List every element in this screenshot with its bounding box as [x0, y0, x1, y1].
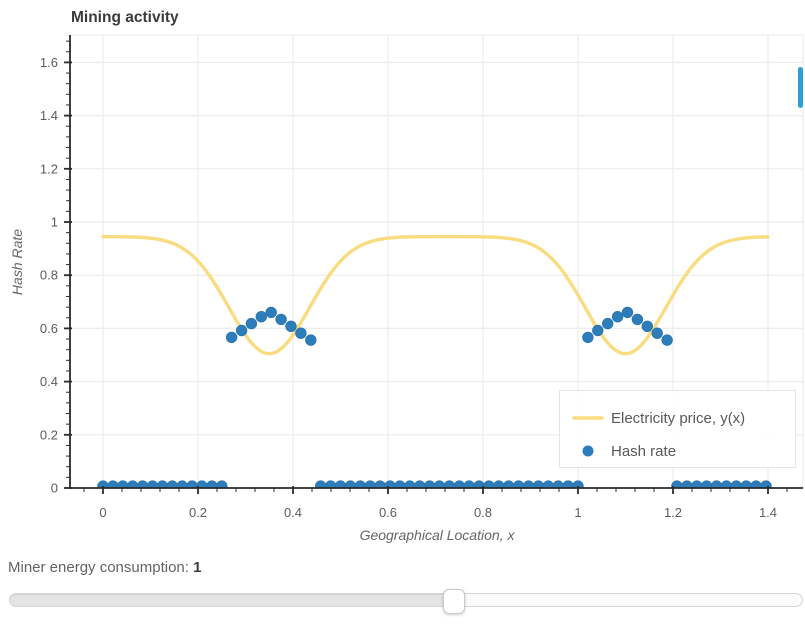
- scatter-point: [127, 480, 139, 488]
- scatter-point: [453, 480, 465, 488]
- scatter-point: [225, 331, 238, 344]
- x-tick-label: 0: [99, 505, 106, 520]
- scatter-point: [700, 480, 713, 488]
- scatter-point: [631, 313, 644, 326]
- scatter-point: [512, 480, 525, 488]
- axis-ticks: [64, 40, 788, 494]
- scatter-point: [592, 324, 604, 337]
- scatter-point: [146, 480, 159, 488]
- miner-energy-slider-thumb[interactable]: [443, 589, 465, 614]
- scatter-point: [117, 480, 129, 488]
- scatter-point: [255, 311, 267, 323]
- scatter-point: [443, 480, 456, 488]
- scatter-point: [136, 480, 149, 488]
- scatter-point: [235, 324, 248, 337]
- y-tick-label: 0.4: [40, 374, 58, 389]
- scatter-point: [275, 313, 287, 326]
- hash-rate-scatter: [97, 306, 772, 488]
- scatter-point: [186, 480, 198, 488]
- scatter-point: [315, 480, 327, 488]
- legend-scatter-swatch: [582, 445, 594, 457]
- x-tick-label: 1.2: [664, 505, 682, 520]
- x-tick-label: 0.4: [284, 505, 302, 520]
- x-axis-label: Geographical Location, x: [360, 527, 516, 543]
- scatter-point: [661, 334, 673, 346]
- y-tick-label: 1.4: [40, 108, 58, 123]
- legend: Electricity price, y(x) Hash rate: [559, 390, 796, 468]
- scatter-point: [374, 480, 386, 488]
- chart-title: Mining activity: [71, 9, 179, 26]
- scatter-point: [414, 480, 426, 488]
- scatter-point: [107, 480, 119, 488]
- scatter-point: [651, 327, 663, 339]
- scatter-point: [166, 480, 178, 488]
- scatter-point: [463, 480, 475, 488]
- scatter-point: [740, 480, 752, 488]
- scatter-point: [245, 317, 258, 330]
- scatter-point: [562, 480, 574, 488]
- y-tick-label: 1.6: [40, 55, 58, 70]
- scatter-point: [493, 480, 505, 488]
- scatter-point: [404, 480, 416, 488]
- scatter-point: [532, 480, 545, 488]
- axis-tick-labels: 0 0.2 0.4 0.6 0.8 1 1.2 1.4 0 0.2 0.4 0.6 0.8 1 1.2 1.4…: [40, 55, 777, 520]
- scatter-point: [305, 334, 317, 346]
- slider-fill: [10, 594, 454, 606]
- scatter-point: [503, 480, 515, 488]
- scatter-point: [582, 331, 594, 344]
- scatter-point: [522, 480, 535, 488]
- scatter-point: [760, 480, 772, 488]
- scatter-point: [176, 480, 188, 488]
- scatter-point: [602, 317, 614, 330]
- scatter-point: [433, 480, 446, 488]
- scatter-point: [552, 480, 564, 488]
- scatter-point: [265, 306, 277, 319]
- legend-box: [559, 390, 796, 468]
- scatter-point: [394, 480, 406, 488]
- x-tick-label: 0.2: [189, 505, 207, 520]
- scatter-point: [750, 480, 762, 488]
- scatter-point: [710, 480, 723, 488]
- y-tick-label: 1: [51, 215, 58, 230]
- scatter-point: [621, 306, 634, 319]
- y-tick-label: 0.2: [40, 427, 58, 442]
- y-tick-label: 1.2: [40, 161, 58, 176]
- scatter-point: [216, 480, 228, 488]
- y-axis-label: Hash Rate: [9, 229, 25, 295]
- gridlines: [70, 35, 803, 488]
- scatter-point: [730, 480, 742, 488]
- legend-label-electricity-price: Electricity price, y(x): [611, 410, 745, 427]
- slider-value: 1: [193, 559, 202, 576]
- scatter-point: [285, 320, 297, 333]
- scatter-point: [641, 320, 654, 333]
- scatter-point: [364, 480, 376, 488]
- y-tick-label: 0: [51, 481, 58, 496]
- miner-energy-slider-track[interactable]: [9, 593, 803, 607]
- scatter-point: [384, 480, 396, 488]
- electricity-price-line: [101, 234, 770, 356]
- scatter-point: [483, 480, 495, 488]
- legend-label-hash-rate: Hash rate: [611, 443, 676, 460]
- scatter-point: [334, 480, 347, 488]
- scatter-point: [295, 327, 307, 339]
- scatter-point: [681, 480, 693, 488]
- scatter-point: [156, 480, 169, 488]
- toolbar-indicator-bar[interactable]: [798, 67, 803, 108]
- scatter-point: [206, 480, 218, 488]
- y-tick-label: 0.6: [40, 321, 58, 336]
- slider-title: Miner energy consumption:: [8, 559, 194, 576]
- x-tick-label: 1.4: [759, 505, 777, 520]
- mining-chart: 0 0.2 0.4 0.6 0.8 1 1.2 1.4 0 0.2 0.4 0.6 0.8 1 1.2 1.4…: [9, 9, 804, 543]
- scatter-point: [611, 311, 624, 323]
- y-tick-label: 0.8: [40, 268, 58, 283]
- x-tick-label: 0.6: [379, 505, 397, 520]
- x-tick-label: 1: [574, 505, 581, 520]
- scatter-point: [354, 480, 366, 488]
- scatter-point: [572, 480, 584, 488]
- slider-label: Miner energy consumption: 1: [8, 559, 201, 576]
- scatter-point: [542, 480, 554, 488]
- scatter-point: [691, 480, 703, 488]
- x-tick-label: 0.8: [474, 505, 492, 520]
